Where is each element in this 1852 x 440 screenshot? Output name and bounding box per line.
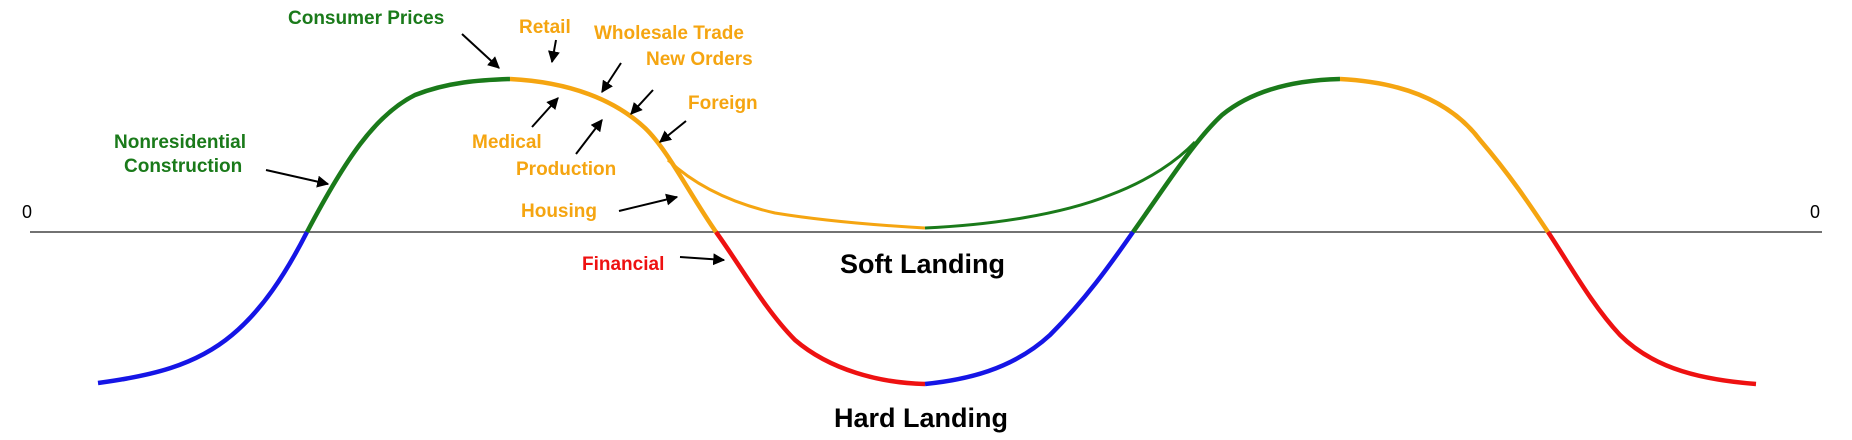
label-housing: Housing (521, 201, 597, 222)
arrow-new-orders (630, 89, 654, 115)
arrow-foreign (659, 120, 687, 143)
soft-landing-curve-orange (666, 158, 926, 230)
label-financial: Financial (582, 254, 664, 275)
arrow-wholesale-trade (601, 62, 622, 94)
label-new-orders: New Orders (646, 49, 753, 70)
arrow-housing (618, 193, 679, 212)
cycle-curve-red-2 (1546, 230, 1757, 387)
label-foreign: Foreign (688, 93, 758, 114)
label-retail: Retail (519, 17, 571, 38)
label-production: Production (516, 159, 616, 180)
zero-label-left: 0 (22, 202, 32, 222)
arrow-consumer-prices (461, 33, 500, 69)
cycle-curve-green-1 (305, 76, 511, 234)
soft-landing-curve-green (924, 140, 1197, 230)
arrow-retail (548, 39, 560, 64)
label-wholesale-trade: Wholesale Trade (594, 23, 744, 44)
label-construction: Construction (124, 156, 242, 177)
zero-label-right: 0 (1810, 202, 1820, 222)
arrow-production (575, 119, 603, 155)
cycle-curve-red-1 (714, 230, 926, 387)
label-nonresidential: Nonresidential (114, 132, 246, 153)
label-consumer-prices: Consumer Prices (288, 8, 444, 29)
cycle-curve-green-2 (1131, 76, 1341, 234)
label-soft-landing: Soft Landing (840, 249, 1005, 279)
arrow-medical (531, 97, 559, 128)
cycle-curve-orange-1 (509, 76, 718, 234)
label-hard-landing: Hard Landing (834, 403, 1008, 433)
cycle-curve-blue-2 (924, 230, 1135, 387)
arrow-financial (679, 253, 726, 266)
cycle-curve-blue-1 (97, 230, 310, 386)
label-medical: Medical (472, 132, 542, 153)
arrow-nonresidential (265, 169, 330, 188)
cycle-curve-orange-2 (1339, 76, 1550, 234)
